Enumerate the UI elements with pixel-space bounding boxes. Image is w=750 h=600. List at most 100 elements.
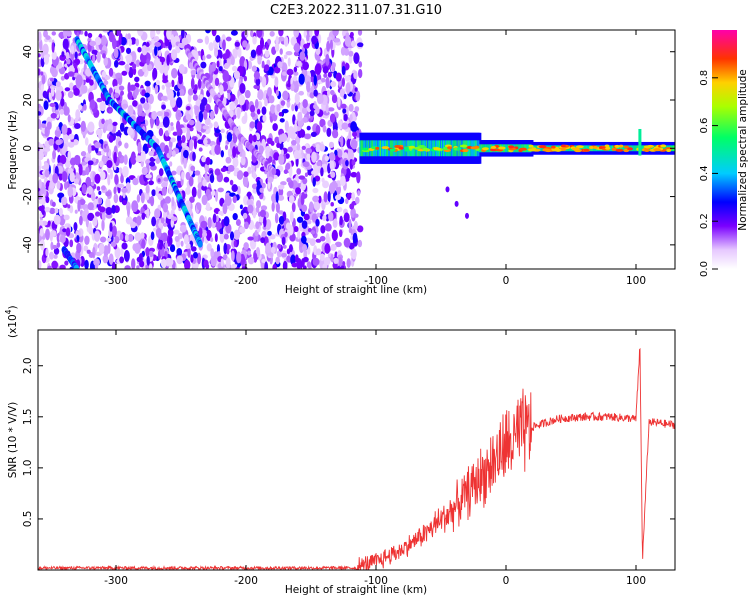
noise-blob xyxy=(222,96,227,106)
noise-blob xyxy=(244,111,248,124)
noise-blob xyxy=(166,54,170,66)
colorbar-ticks: 0.0 0.2 0.4 0.6 0.8 xyxy=(699,70,718,277)
noise-blob xyxy=(237,47,242,58)
noise-blob xyxy=(124,265,131,269)
noise-blob xyxy=(349,31,354,38)
noise-blob xyxy=(106,237,112,242)
noise-blob xyxy=(183,156,187,169)
noise-blob xyxy=(74,209,78,214)
noise-blob xyxy=(164,196,171,204)
noise-blob xyxy=(123,250,130,262)
noise-blob xyxy=(87,37,92,43)
noise-blob xyxy=(312,257,320,266)
noise-blob xyxy=(113,151,117,164)
x-tick-label: 0 xyxy=(503,575,510,587)
noise-blob xyxy=(160,258,167,269)
noise-blob xyxy=(128,38,132,47)
carrier-peak xyxy=(623,149,629,153)
carrier-peak xyxy=(604,144,610,148)
noise-blob xyxy=(151,216,157,227)
noise-blob xyxy=(171,67,178,79)
noise-blob xyxy=(205,30,211,34)
noise-blob xyxy=(222,254,228,261)
noise-blob xyxy=(350,171,358,178)
noise-blob xyxy=(74,122,81,130)
noise-blob xyxy=(231,250,235,262)
noise-blob xyxy=(118,60,126,66)
noise-blob xyxy=(222,39,226,51)
carrier-peak xyxy=(459,144,468,148)
noise-blob xyxy=(73,63,77,69)
noise-blob xyxy=(326,40,331,52)
noise-blob xyxy=(98,206,106,213)
x-tick-label: -300 xyxy=(104,275,128,287)
noise-blob xyxy=(214,144,221,155)
noise-blob xyxy=(40,84,45,91)
noise-blob xyxy=(301,204,308,213)
noise-blob xyxy=(249,104,256,113)
noise-blob xyxy=(67,71,75,77)
noise-blob xyxy=(274,76,279,88)
noise-blob xyxy=(230,56,235,66)
noise-blob xyxy=(205,156,211,166)
x-tick-label: -200 xyxy=(234,575,258,587)
noise-blob xyxy=(83,245,89,252)
noise-blob xyxy=(275,35,279,45)
noise-blob xyxy=(189,139,194,152)
noise-blob xyxy=(306,81,311,93)
noise-blob xyxy=(55,81,61,87)
noise-blob xyxy=(123,154,128,165)
noise-blob xyxy=(218,66,223,72)
noise-blob xyxy=(256,108,261,115)
noise-blob xyxy=(294,105,298,112)
noise-blob xyxy=(109,222,113,232)
noise-blob xyxy=(38,103,41,108)
noise-blob xyxy=(130,154,137,165)
carrier-peak xyxy=(490,145,497,149)
noise-blob xyxy=(169,97,176,108)
noise-blob xyxy=(265,42,269,51)
noise-blob xyxy=(56,180,61,190)
noise-blob xyxy=(62,30,68,38)
noise-blob xyxy=(136,194,141,203)
noise-blob xyxy=(148,150,154,157)
noise-blob xyxy=(89,79,94,86)
noise-blob xyxy=(267,230,272,236)
noise-blob xyxy=(264,98,268,107)
noise-blob xyxy=(68,82,74,91)
noise-blob xyxy=(185,106,191,111)
noise-blob xyxy=(351,192,356,201)
noise-blob xyxy=(224,144,229,150)
noise-blob xyxy=(51,42,55,53)
y-tick-label: 2.0 xyxy=(22,357,34,374)
noise-blob xyxy=(45,196,50,204)
noise-blob xyxy=(345,198,349,205)
noise-blob xyxy=(155,79,161,86)
noise-blob xyxy=(330,81,337,88)
noise-blob xyxy=(105,145,110,153)
noise-blob xyxy=(230,30,238,36)
noise-blob xyxy=(158,127,164,137)
carrier-peak xyxy=(538,145,547,149)
carrier-peak xyxy=(605,146,611,150)
noise-blob xyxy=(296,216,304,223)
noise-blob xyxy=(144,80,151,87)
noise-blob xyxy=(282,244,287,249)
noise-blob xyxy=(231,184,238,193)
noise-blob xyxy=(151,110,158,120)
noise-blob xyxy=(250,30,254,37)
carrier-peak xyxy=(498,146,506,150)
noise-blob xyxy=(225,156,232,164)
carrier-peak xyxy=(589,145,594,149)
noise-blob xyxy=(107,174,111,186)
noise-blob xyxy=(171,49,178,61)
noise-blob xyxy=(190,246,197,252)
y-tick-label: 1.0 xyxy=(22,460,34,477)
noise-blob xyxy=(276,250,283,258)
noise-blob xyxy=(229,231,235,241)
carrier-peak xyxy=(409,145,416,149)
noise-blob xyxy=(90,181,95,187)
noise-blob xyxy=(332,30,339,37)
colorbar-tick-label: 0.6 xyxy=(699,118,710,134)
noise-blob xyxy=(314,175,321,182)
